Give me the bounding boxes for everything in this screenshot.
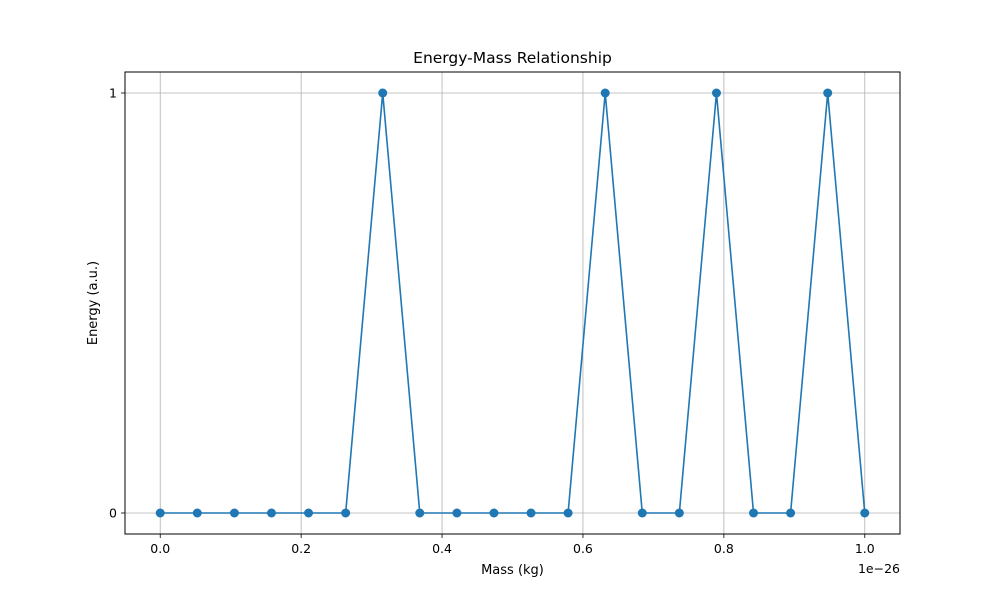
data-point: [304, 508, 314, 518]
y-axis-ticks: 01: [109, 86, 125, 521]
y-axis-label: Energy (a.u.): [86, 261, 101, 345]
x-tick-label: 0.8: [714, 541, 734, 556]
data-point: [526, 508, 536, 518]
plot-frame: [124, 71, 901, 535]
x-tick-label: 0.4: [432, 541, 452, 556]
data-point: [674, 508, 684, 518]
y-tick-label: 0: [109, 506, 117, 521]
data-point: [823, 88, 833, 98]
y-tick-label: 1: [109, 86, 117, 101]
data-point: [860, 508, 870, 518]
x-axis-label: Mass (kg): [481, 563, 544, 578]
data-point: [749, 508, 759, 518]
data-point: [229, 508, 239, 518]
data-point: [452, 508, 462, 518]
x-tick-label: 0.0: [150, 541, 170, 556]
x-tick-label: 0.2: [291, 541, 311, 556]
data-point: [711, 88, 721, 98]
x-tick-label: 1.0: [855, 541, 875, 556]
data-point: [155, 508, 165, 518]
x-tick-label: 0.6: [573, 541, 593, 556]
data-point: [266, 508, 276, 518]
data-point: [489, 508, 499, 518]
x-axis-ticks: 0.0 0.2 0.4 0.6 0.8 1.0: [150, 534, 875, 556]
data-point: [415, 508, 425, 518]
series-line: [160, 92, 866, 514]
chart-title: Energy-Mass Relationship: [413, 49, 612, 67]
data-point: [637, 508, 647, 518]
data-point: [786, 508, 796, 518]
data-point: [600, 88, 610, 98]
data-point: [378, 88, 388, 98]
series-group: [155, 88, 870, 518]
data-point: [341, 508, 351, 518]
data-point: [192, 508, 202, 518]
data-point: [563, 508, 573, 518]
x-axis-offset-text: 1e−26: [858, 561, 900, 576]
